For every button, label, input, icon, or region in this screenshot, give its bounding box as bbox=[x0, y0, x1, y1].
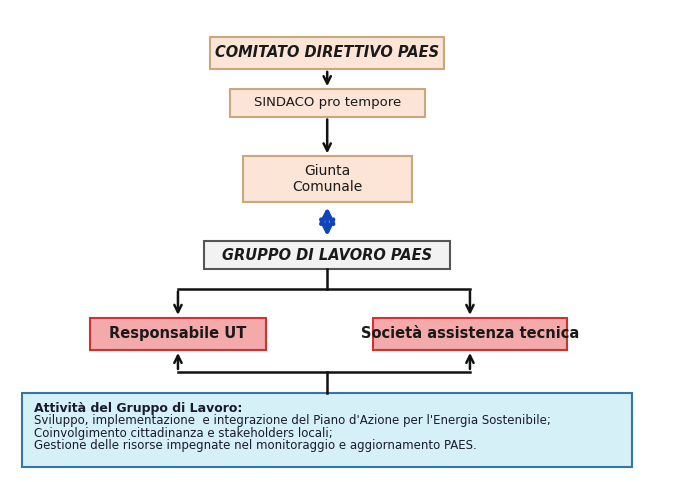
FancyBboxPatch shape bbox=[204, 241, 450, 269]
FancyBboxPatch shape bbox=[90, 318, 266, 350]
Text: COMITATO DIRETTIVO PAES: COMITATO DIRETTIVO PAES bbox=[215, 45, 439, 60]
Text: GRUPPO DI LAVORO PAES: GRUPPO DI LAVORO PAES bbox=[222, 248, 432, 263]
FancyBboxPatch shape bbox=[22, 393, 632, 468]
FancyBboxPatch shape bbox=[210, 37, 444, 69]
Text: Società assistenza tecnica: Società assistenza tecnica bbox=[361, 326, 579, 341]
Text: Sviluppo, implementazione  e integrazione del Piano d'Azione per l'Energia Soste: Sviluppo, implementazione e integrazione… bbox=[34, 415, 551, 428]
Text: Gestione delle risorse impegnate nel monitoraggio e aggiornamento PAES.: Gestione delle risorse impegnate nel mon… bbox=[34, 439, 477, 452]
Text: Giunta
Comunale: Giunta Comunale bbox=[292, 164, 363, 194]
Text: Attività del Gruppo di Lavoro:: Attività del Gruppo di Lavoro: bbox=[34, 402, 242, 415]
FancyBboxPatch shape bbox=[243, 156, 412, 202]
Text: Coinvolgimento cittadinanza e stakeholders locali;: Coinvolgimento cittadinanza e stakeholde… bbox=[34, 427, 333, 440]
Text: SINDACO pro tempore: SINDACO pro tempore bbox=[253, 96, 401, 109]
FancyBboxPatch shape bbox=[230, 89, 425, 117]
Text: Responsabile UT: Responsabile UT bbox=[109, 326, 247, 341]
FancyBboxPatch shape bbox=[373, 318, 568, 350]
